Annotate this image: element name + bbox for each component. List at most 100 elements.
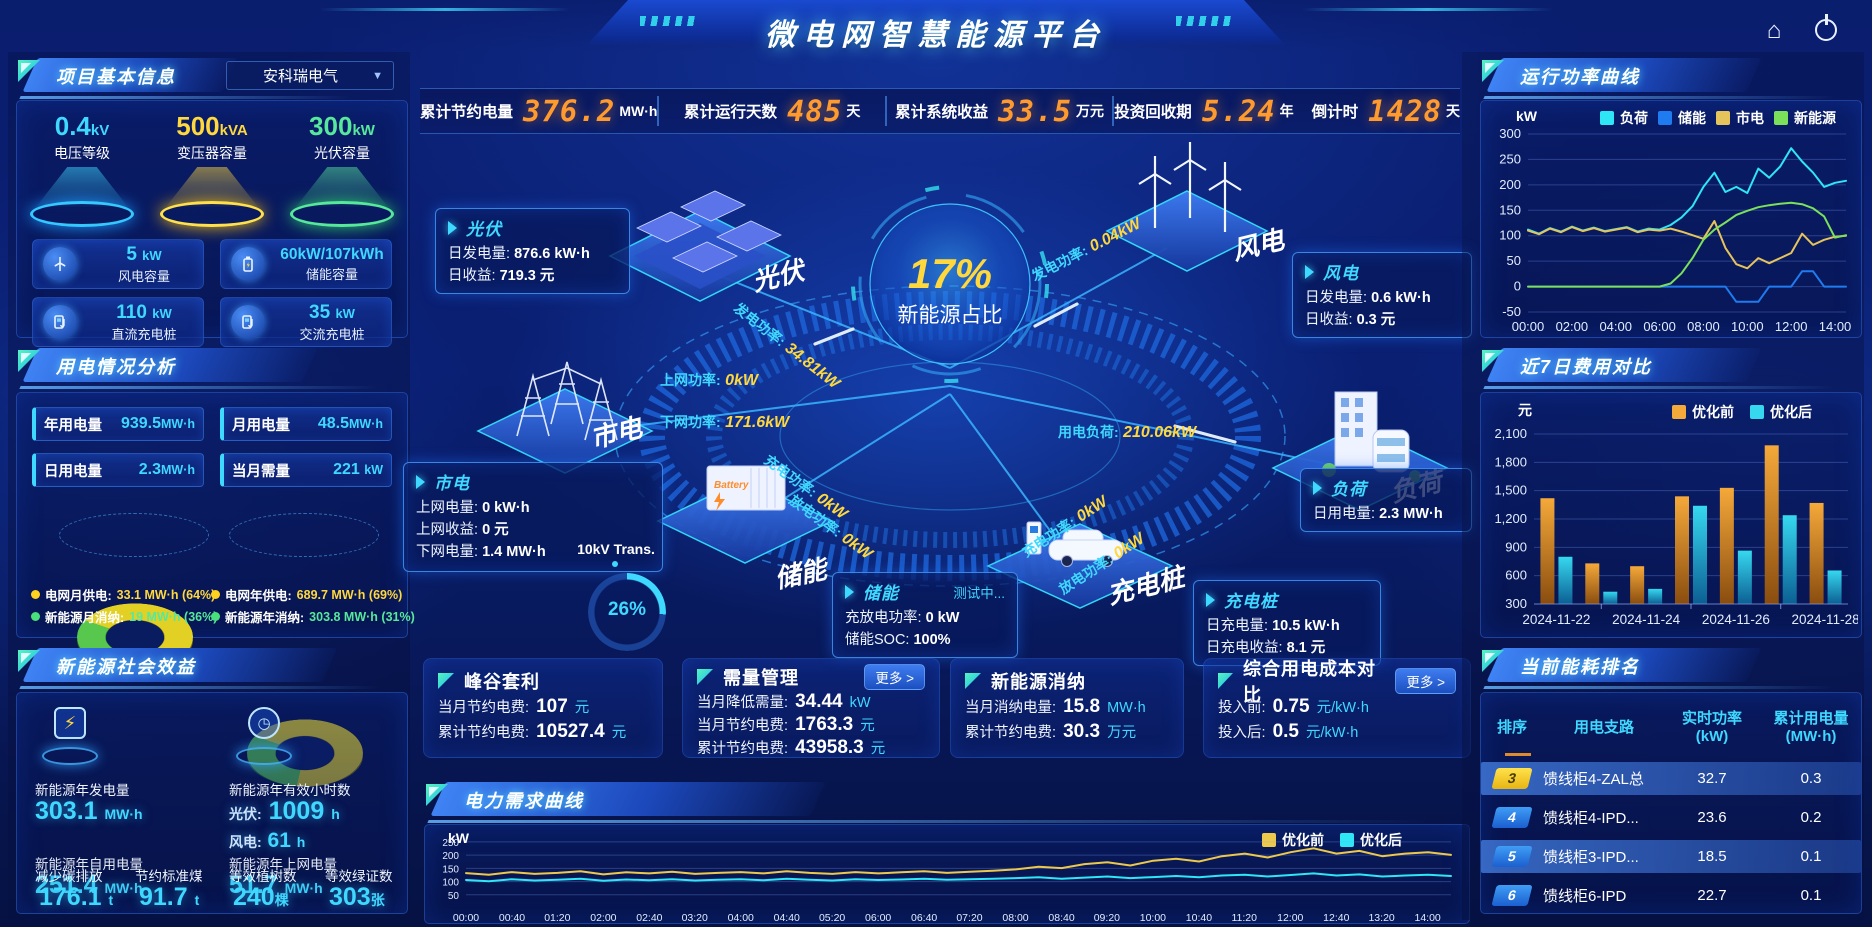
legend-new-month: 新能源月消纳: 19 MW·h (36%): [31, 607, 217, 626]
rank-badge: 5: [1491, 846, 1533, 867]
svg-text:00:00: 00:00: [453, 912, 479, 924]
svg-text:10:00: 10:00: [1731, 319, 1764, 334]
storage-info-box: 储能 测试中... 充放电功率: 0 kW 储能SOC: 100%: [832, 572, 1018, 658]
gauge-dot: [612, 561, 618, 567]
grid-info-box: 市电 上网电量: 0 kW·h 上网收益: 0 元 下网电量: 1.4 MW·h…: [403, 462, 666, 651]
battery-brand-label: Battery: [714, 480, 749, 491]
svg-text:14:00: 14:00: [1415, 912, 1441, 924]
home-button[interactable]: ⌂: [1758, 16, 1790, 46]
demand-curve-chart: 250 200 150 100 50 00:00 00:40 01:20 02:00 02:40 0…: [442, 838, 1452, 924]
header-trapezoid: [586, 0, 1286, 46]
legend-item[interactable]: 优化后: [1340, 830, 1402, 850]
cost-y-axis-label: 元: [1518, 402, 1532, 418]
arrow-icon: [845, 584, 854, 599]
svg-text:100: 100: [1499, 228, 1521, 243]
legend-item[interactable]: 负荷: [1600, 108, 1648, 128]
power-chart-legend: 负荷 储能 市电 新能源: [1600, 108, 1836, 128]
svg-text:00:40: 00:40: [499, 912, 525, 924]
charger-node: 充电桩: [986, 521, 1191, 610]
legend-item[interactable]: 新能源: [1774, 108, 1836, 128]
power-button[interactable]: [1810, 14, 1842, 46]
grid-node: 市电: [476, 361, 654, 474]
arrow-icon: [1313, 480, 1322, 495]
svg-text:12:00: 12:00: [1277, 912, 1303, 924]
panel-title: 当前能耗排名: [1520, 657, 1640, 677]
svg-text:09:20: 09:20: [1094, 912, 1120, 924]
pv-capacity-stat: 300kW 光伏容量: [282, 111, 402, 227]
panel-title: 运行功率曲线: [1520, 67, 1640, 87]
kpi-stats-bar: 累计节约电量 376.2 MW·h 累计运行天数 485 天 累计系统收益 33…: [420, 88, 1460, 134]
storage-node-label: 储能: [772, 553, 832, 594]
demand-more-button[interactable]: 更多 >: [864, 664, 925, 690]
power-panel-body: [1480, 100, 1862, 338]
cost-compare-card: 综合用电成本对比 更多 > 投入前: 0.75 元/kW·h 投入后: 0.5 …: [1203, 658, 1471, 758]
card-corner-icon: [438, 673, 454, 689]
table-row[interactable]: 6 馈线柜6-IPD 22.7 0.1: [1481, 879, 1861, 912]
panel-title: 项目基本信息: [56, 67, 176, 87]
energy-flow-diagram: 17% 新能源占比 光伏 风电: [476, 142, 1450, 610]
svg-text:-50: -50: [1502, 304, 1521, 319]
legend-item[interactable]: 储能: [1658, 108, 1706, 128]
gen-value: 303.1 MW·h: [35, 797, 143, 825]
day-usage-stat: 日用电量 2.3MW·h: [32, 453, 204, 487]
cost-chart-legend: 优化前 优化后: [1672, 402, 1812, 422]
svg-text:02:00: 02:00: [590, 912, 616, 924]
kpi-run-days: 累计运行天数 485 天: [657, 94, 884, 128]
usage-panel-body: 年用电量 939.5MW·h 月用电量 48.5MW·h 日用电量 2.3MW·…: [16, 392, 415, 787]
svg-text:250: 250: [1499, 151, 1521, 166]
svg-text:2024-11-24: 2024-11-24: [1612, 612, 1681, 627]
company-select[interactable]: 安科瑞电气 ▼: [226, 61, 394, 90]
svg-text:12:40: 12:40: [1323, 912, 1349, 924]
spotlight-cone: [296, 167, 388, 207]
svg-text:250: 250: [442, 838, 459, 849]
table-row[interactable]: 4 馈线柜4-IPD... 23.6 0.2: [1481, 801, 1861, 834]
svg-text:14:00: 14:00: [1819, 319, 1852, 334]
cost-more-button[interactable]: 更多 >: [1395, 668, 1456, 694]
month-usage-stat: 月用电量 48.5MW·h: [220, 407, 392, 441]
hours-label: 新能源年有效小时数: [229, 783, 351, 798]
renewable-consumption-card: 新能源消纳 当月消纳电量: 15.8 MW·h 累计节约电费: 30.3 万元: [950, 658, 1184, 758]
table-row[interactable]: 5 馈线柜3-IPD... 18.5 0.1: [1481, 840, 1861, 873]
svg-text:00:00: 00:00: [1512, 319, 1545, 334]
legend-item[interactable]: 优化前: [1262, 830, 1324, 850]
company-select-value: 安科瑞电气: [263, 68, 339, 85]
svg-text:04:00: 04:00: [1599, 319, 1632, 334]
rank-badge: 4: [1491, 807, 1533, 828]
legend-new-year: 新能源年消纳: 303.8 MW·h (31%): [211, 607, 415, 626]
wind-info-box: 风电 日发电量: 0.6 kW·h 日收益: 0.3 元: [1292, 252, 1472, 338]
svg-text:1,800: 1,800: [1494, 454, 1527, 469]
arrow-icon: [1206, 592, 1215, 607]
rank-badge: 3: [1491, 768, 1533, 789]
battery-icon: [231, 247, 265, 281]
hours-pedestal: ◷: [235, 707, 293, 765]
svg-text:01:20: 01:20: [544, 912, 570, 924]
svg-text:12:00: 12:00: [1775, 319, 1808, 334]
svg-text:05:20: 05:20: [819, 912, 845, 924]
svg-text:2,100: 2,100: [1494, 426, 1527, 441]
svg-text:50: 50: [1507, 253, 1521, 268]
table-row[interactable]: 3 馈线柜4-ZAL总 32.7 0.3: [1481, 762, 1861, 795]
arrow-icon: [416, 474, 425, 489]
legend-item[interactable]: 优化后: [1750, 402, 1812, 422]
legend-item[interactable]: 市电: [1716, 108, 1764, 128]
pv-hours-value: 光伏: 1009 h: [229, 797, 340, 825]
dc-charger-icon: [43, 305, 77, 339]
transformer-capacity-stat: 500kVA 变压器容量: [152, 111, 272, 227]
legend-grid-year: 电网年供电: 689.7 MW·h (69%): [211, 585, 402, 604]
benefit-panel-body: ⚡ ◷ 新能源年发电量 303.1 MW·h 新能源年有效小时数 光伏: 100…: [16, 692, 408, 914]
svg-text:300: 300: [1505, 596, 1527, 611]
legend-item[interactable]: 优化前: [1672, 402, 1734, 422]
svg-text:1,200: 1,200: [1494, 511, 1527, 526]
header-deco-left-icon: [640, 16, 696, 26]
header-deco-right-icon: [1176, 16, 1232, 26]
ranking-table-rows: 3 馈线柜4-ZAL总 32.7 0.3 4 馈线柜4-IPD... 23.6 …: [1481, 762, 1861, 912]
gen-pedestal: ⚡: [41, 707, 99, 765]
header-line-left: [320, 8, 570, 11]
rank-panel-body: 排序 用电支路 实时功率 (kW) 累计用电量 (MW·h) 3 馈线柜4-ZAL总…: [1480, 692, 1862, 914]
card-corner-icon: [1218, 673, 1233, 689]
wind-capacity-card: 5 kW 风电容量: [32, 239, 204, 289]
panel-title: 用电情况分析: [56, 357, 176, 377]
svg-text:03:20: 03:20: [682, 912, 708, 924]
